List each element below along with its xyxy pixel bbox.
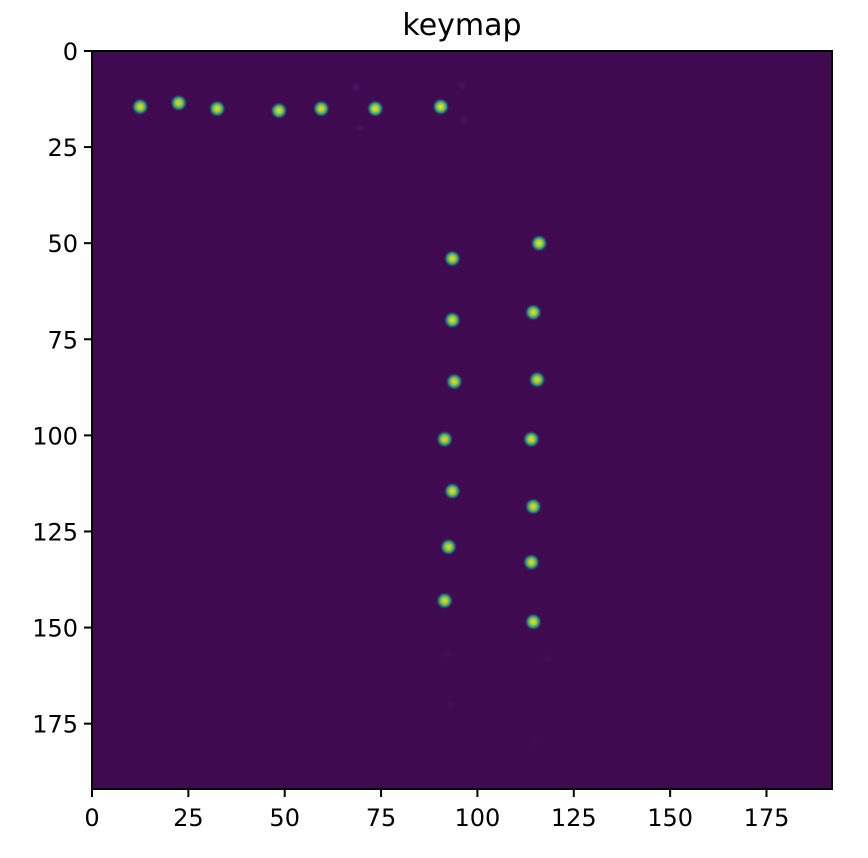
faint-mark-1 [454,77,470,94]
faint-mark-2 [351,119,368,136]
keypoint-13 [435,591,454,610]
x-tick-label: 175 [744,804,790,832]
faint-mark-7 [527,734,544,751]
x-tick-label: 0 [84,804,99,832]
faint-mark-0 [348,79,365,96]
keypoint-6 [431,97,450,116]
y-tick-label: 75 [47,326,78,354]
keypoint-1 [169,93,188,112]
keypoint-0 [131,97,150,116]
x-axis: 0 25 50 75 100 125 150 175 [84,789,789,832]
y-tick-label: 50 [47,230,78,258]
x-tick-label: 150 [647,804,693,832]
keypoint-19 [522,553,541,572]
y-axis: 0 25 50 75 100 125 150 175 [32,38,92,739]
keypoint-11 [443,482,462,501]
y-tick-label: 100 [32,422,78,450]
keypoint-10 [435,430,454,449]
x-tick-label: 75 [366,804,397,832]
keypoint-3 [269,101,288,120]
keypoint-4 [312,99,331,118]
keypoint-14 [530,234,549,253]
faint-mark-layer [348,77,555,751]
y-tick-label: 175 [32,711,78,739]
faint-mark-5 [538,650,555,667]
y-tick-label: 25 [47,134,78,162]
plot-frame [91,50,833,790]
y-tick-label: 0 [63,38,78,66]
keypoint-17 [522,430,541,449]
keypoint-20 [524,612,543,631]
keypoint-2 [208,99,227,118]
faint-mark-4 [438,646,455,663]
keypoint-15 [524,303,543,322]
faint-mark-6 [442,696,459,713]
faint-mark-3 [455,112,472,129]
y-tick-label: 125 [32,518,78,546]
keypoint-5 [366,99,385,118]
x-tick-label: 100 [455,804,501,832]
y-tick-label: 150 [32,615,78,643]
keypoint-layer [131,93,549,631]
keypoint-18 [524,497,543,516]
chart-title: keymap [402,8,521,43]
x-tick-label: 50 [269,804,300,832]
keypoint-7 [443,249,462,268]
keypoint-8 [443,311,462,330]
heatmap-background [92,51,832,789]
x-tick-label: 25 [173,804,204,832]
keypoint-9 [445,372,464,391]
x-tick-label: 125 [551,804,597,832]
keypoint-12 [439,537,458,556]
keypoint-16 [528,370,547,389]
